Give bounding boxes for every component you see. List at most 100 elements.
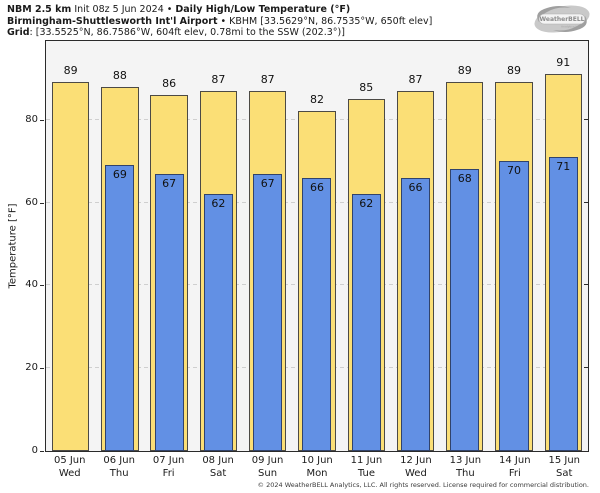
y-tick-mark-left <box>40 120 44 121</box>
chart-title: Daily High/Low Temperature (°F) <box>175 4 351 15</box>
x-tick-label: 11 Jun Tue <box>342 455 391 480</box>
bar-group: 87 62 <box>194 41 243 451</box>
low-bar: 67 <box>253 174 283 451</box>
y-tick-label: 80 <box>25 114 38 125</box>
grid-label: Grid <box>7 27 30 38</box>
x-tick-weekday: Fri <box>508 467 521 479</box>
x-tick-date: 09 Jun <box>251 455 284 466</box>
y-tick-mark-left <box>40 285 44 286</box>
low-value-label: 66 <box>408 181 423 194</box>
x-tick-weekday: Sat <box>209 467 227 479</box>
high-value-label: 89 <box>507 64 522 77</box>
y-tick-label: 20 <box>25 362 38 373</box>
low-value-label: 66 <box>309 181 324 194</box>
y-tick-label: 0 <box>31 445 38 456</box>
low-bar: 71 <box>548 157 578 451</box>
bar-group: 87 67 <box>243 41 292 451</box>
high-value-label: 89 <box>457 64 472 77</box>
bar-group: 89 68 <box>440 41 489 451</box>
bar-group: 89 70 <box>489 41 538 451</box>
y-axis-title: Temperature [°F] <box>7 203 19 289</box>
x-tick-label: 15 Jun Sat <box>540 455 589 480</box>
x-tick-label: 07 Jun Fri <box>144 455 193 480</box>
hurricane-swirl-icon: WeatherBELL Analytics LLC <box>534 5 590 33</box>
low-value-label: 71 <box>556 160 571 173</box>
low-bar: 70 <box>499 161 529 451</box>
grid-coords: : [33.5525°N, 86.7586°W, 604ft elev, 0.7… <box>29 27 345 38</box>
high-value-label: 91 <box>556 56 571 69</box>
y-tick-mark-right <box>584 119 588 120</box>
high-value-label: 89 <box>63 64 78 77</box>
x-tick-label: 08 Jun Sat <box>193 455 242 480</box>
low-value-label: 62 <box>211 197 226 210</box>
low-value-label: 68 <box>457 172 472 185</box>
chart-header: NBM 2.5 km Init 08z 5 Jun 2024 • Daily H… <box>7 4 432 39</box>
y-tick-mark-left <box>40 451 44 452</box>
bar-group: 91 71 <box>539 41 588 451</box>
low-value-label: 69 <box>112 168 127 181</box>
x-tick-weekday: Sun <box>258 467 278 479</box>
y-tick-label: 60 <box>25 197 38 208</box>
low-bar: 67 <box>154 174 184 451</box>
x-tick-date: 06 Jun <box>103 455 135 466</box>
y-tick-mark-right <box>584 202 588 203</box>
x-tick-date: 08 Jun <box>202 455 234 466</box>
x-axis-labels: 05 Jun Wed 06 Jun Thu 07 Jun Fri 08 Jun Sat 09 J… <box>45 455 589 480</box>
high-value-label: 87 <box>260 73 275 86</box>
x-tick-label: 13 Jun Thu <box>441 455 490 480</box>
x-tick-weekday: Wed <box>58 467 81 479</box>
y-tick-mark-left <box>40 203 44 204</box>
x-tick-date: 07 Jun <box>152 455 185 466</box>
y-tick-mark-right <box>584 367 588 368</box>
plot-area: 89 88 69 86 67 87 62 87 67 82 66 85 62 87 66 89 68 89 70 91… <box>45 40 589 452</box>
x-tick-label: 12 Jun Wed <box>391 455 440 480</box>
logo-sub-text: Analytics LLC <box>561 25 581 29</box>
low-bar: 69 <box>105 165 135 451</box>
x-tick-weekday: Thu <box>455 467 475 479</box>
x-tick-weekday: Fri <box>162 467 175 479</box>
bar-group: 87 66 <box>391 41 440 451</box>
x-tick-date: 05 Jun <box>53 455 86 466</box>
bar-group: 86 67 <box>145 41 194 451</box>
logo-brand-text: WeatherBELL <box>539 16 584 23</box>
low-bar: 66 <box>400 178 431 451</box>
high-value-label: 87 <box>211 73 226 86</box>
bar-group: 82 66 <box>292 41 341 451</box>
weatherbell-logo: WeatherBELL Analytics LLC <box>534 5 590 33</box>
y-tick-mark-left <box>40 368 44 369</box>
y-tick-mark-right <box>584 284 588 285</box>
x-tick-date: 13 Jun <box>449 455 482 466</box>
high-value-label: 85 <box>359 81 374 94</box>
x-tick-weekday: Mon <box>306 467 328 479</box>
init-time: Init 08z 5 Jun 2024 • <box>71 4 176 15</box>
x-tick-date: 12 Jun <box>400 455 432 466</box>
header-line-3: Grid: [33.5525°N, 86.7586°W, 604ft elev,… <box>7 27 432 39</box>
copyright-text: © 2024 WeatherBELL Analytics, LLC. All r… <box>257 481 589 489</box>
low-bar: 68 <box>450 169 480 451</box>
low-bar: 66 <box>302 178 332 451</box>
x-tick-weekday: Tue <box>357 467 375 479</box>
y-tick-label: 40 <box>25 279 38 290</box>
x-tick-label: 10 Jun Mon <box>292 455 341 480</box>
x-tick-label: 05 Jun Wed <box>45 455 94 480</box>
low-value-label: 67 <box>260 177 275 190</box>
x-tick-weekday: Thu <box>109 467 129 479</box>
x-tick-date: 11 Jun <box>350 455 383 466</box>
high-value-label: 86 <box>162 77 177 90</box>
x-tick-label: 09 Jun Sun <box>243 455 292 480</box>
bar-group: 89 <box>46 41 95 451</box>
low-value-label: 62 <box>359 197 374 210</box>
low-value-label: 70 <box>507 164 522 177</box>
x-tick-date: 14 Jun <box>499 455 531 466</box>
bar-group: 85 62 <box>342 41 391 451</box>
low-bar: 62 <box>351 194 381 451</box>
low-value-label: 67 <box>162 177 177 190</box>
high-bar <box>51 82 90 451</box>
x-tick-date: 10 Jun <box>301 455 333 466</box>
x-tick-label: 06 Jun Thu <box>94 455 143 480</box>
x-tick-weekday: Sat <box>556 467 573 479</box>
station-name: Birmingham-Shuttlesworth Int'l Airport <box>7 15 218 27</box>
header-line-1: NBM 2.5 km Init 08z 5 Jun 2024 • Daily H… <box>7 4 432 16</box>
bar-group: 88 69 <box>95 41 144 451</box>
